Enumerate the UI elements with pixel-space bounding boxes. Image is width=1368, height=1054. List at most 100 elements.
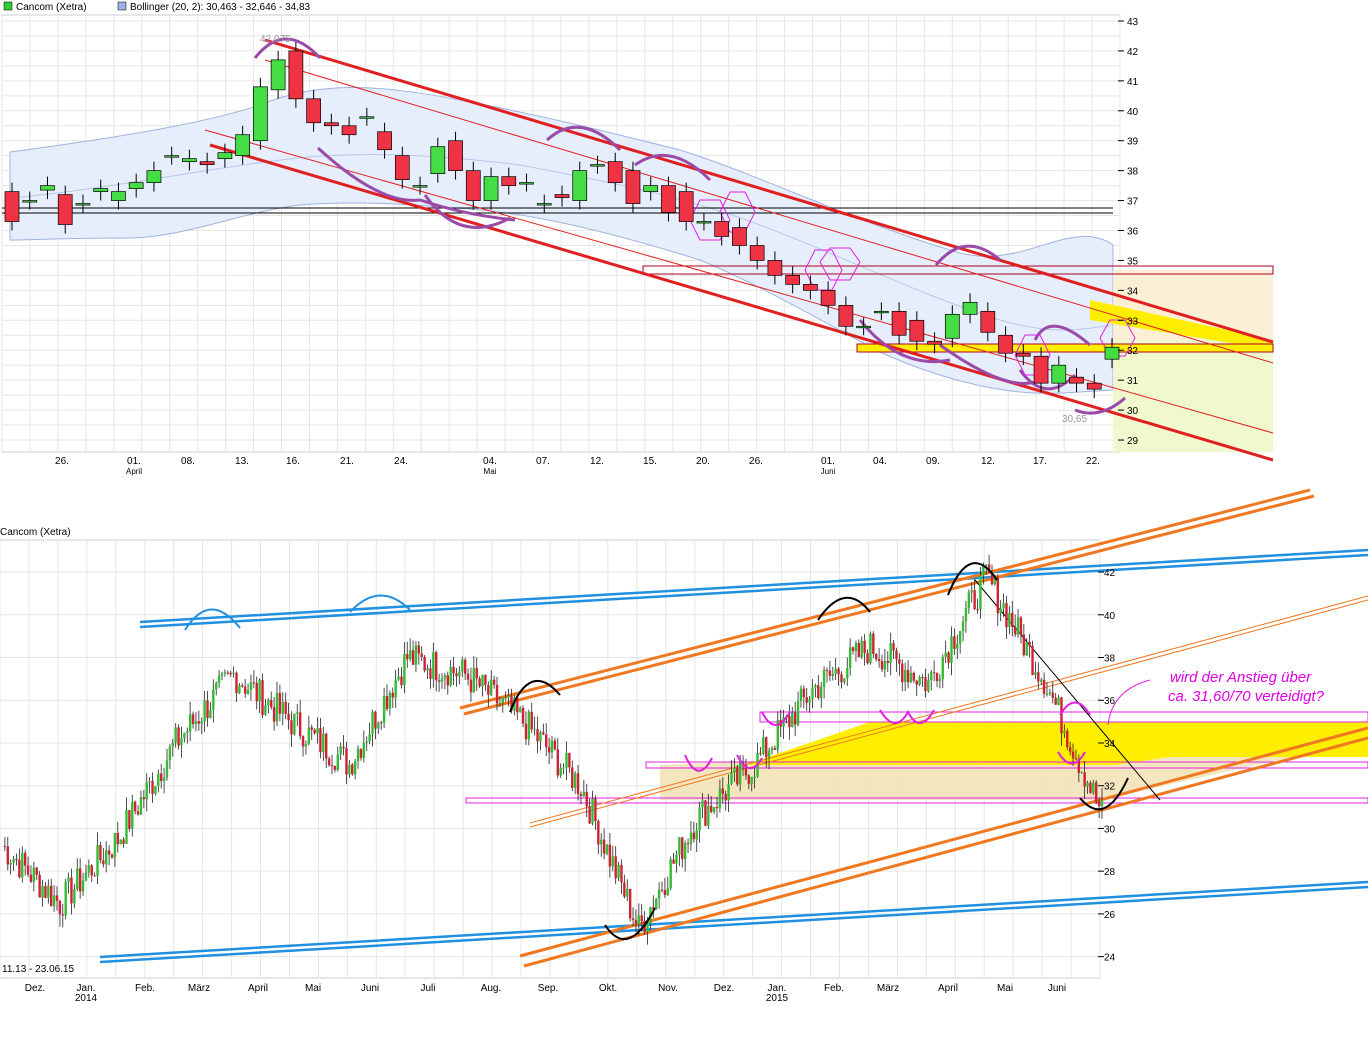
top-low-label: 30,65	[1062, 414, 1087, 425]
price-bar-body	[553, 740, 557, 750]
price-bar-body	[1031, 646, 1034, 675]
price-bar-body	[139, 797, 143, 815]
price-bar-body	[657, 889, 661, 899]
top-y-tick-label: 43	[1127, 17, 1139, 28]
candle-body	[678, 191, 694, 222]
price-bar-body	[652, 907, 655, 910]
price-bar-body	[730, 772, 733, 785]
top-y-tick-label: 40	[1127, 107, 1139, 118]
price-bar-body	[3, 845, 7, 847]
price-bar-body	[976, 609, 979, 611]
price-bar-body	[602, 839, 606, 854]
price-bar-body	[565, 752, 568, 768]
price-bar-body	[342, 746, 345, 749]
price-bar-body	[388, 692, 392, 710]
candle-body	[1051, 364, 1067, 384]
price-bar-body	[215, 682, 218, 690]
annotation-line-1: wird der Anstieg über	[1170, 669, 1312, 686]
price-bar-body	[683, 843, 687, 860]
price-bar-body	[374, 711, 377, 729]
price-bar-body	[1025, 641, 1028, 656]
price-bar-body	[307, 727, 311, 745]
price-bar-body	[136, 811, 140, 815]
price-bar-body	[721, 788, 724, 794]
price-bar-body	[1037, 672, 1040, 682]
price-bar-body	[270, 699, 273, 708]
candle-body	[767, 260, 783, 276]
price-bar-body	[440, 678, 444, 682]
bottom-x-tick-label: Sep.	[538, 983, 559, 994]
price-bar-body	[1011, 612, 1014, 627]
legend-swatch-cancom	[3, 1, 13, 11]
candle-body	[891, 310, 907, 336]
top-x-axis: 26. 01. 08. 13. 16. 21. 24. 04. 07. 12. 15. 20. 26. 0…	[55, 456, 1100, 476]
price-bar-body	[12, 859, 15, 863]
price-bar-body	[831, 673, 834, 676]
bottom-price-series	[3, 554, 1104, 945]
price-bar-body	[791, 712, 794, 728]
price-bar-body	[964, 607, 968, 622]
bottom-magenta-arcs	[684, 701, 1091, 772]
price-bar-body	[510, 695, 513, 711]
price-bar-body	[298, 712, 302, 737]
bottom-y-tick-label: 26	[1104, 910, 1116, 921]
price-bar-body	[996, 577, 999, 614]
candle-body	[394, 155, 410, 180]
price-bar-body	[571, 767, 574, 788]
price-bar-body	[796, 701, 800, 725]
bottom-year-label: 2014	[75, 993, 98, 1004]
top-y-tick-label: 31	[1127, 376, 1139, 387]
price-bar-body	[1089, 782, 1092, 793]
price-bar-body	[194, 721, 198, 725]
price-bar-body	[411, 650, 415, 665]
bottom-support-lines	[465, 711, 1368, 804]
price-bar-body	[296, 712, 299, 714]
bottom-year-label: 2015	[766, 993, 789, 1004]
price-bar-body	[869, 633, 872, 664]
price-bar-body	[275, 693, 279, 722]
price-bar-body	[226, 672, 229, 674]
price-bar-body	[767, 750, 771, 758]
price-bar-body	[125, 810, 128, 844]
bottom-y-tick-label: 38	[1104, 654, 1116, 665]
price-bar-body	[177, 727, 180, 746]
price-bar-body	[872, 633, 875, 654]
price-bar-body	[692, 832, 696, 840]
price-bar-body	[559, 767, 562, 776]
price-bar-body	[834, 668, 837, 674]
price-bar-body	[938, 678, 942, 682]
price-bar-body	[614, 856, 617, 879]
price-bar-body	[672, 859, 675, 864]
price-bar-body	[733, 767, 736, 773]
price-bar-body	[715, 807, 719, 809]
price-bar-body	[1074, 758, 1078, 760]
candle-body	[501, 176, 517, 186]
price-bar-body	[391, 692, 394, 698]
candle-body	[93, 188, 109, 192]
price-bar-body	[935, 672, 939, 682]
top-x-tick-label: 21.	[340, 456, 354, 467]
price-bar-body	[1060, 697, 1063, 734]
price-bar-body	[1086, 782, 1089, 787]
top-x-tick-label: 16.	[286, 456, 300, 467]
price-bar-body	[380, 722, 383, 724]
price-bar-body	[799, 688, 803, 702]
price-bar-body	[23, 852, 27, 866]
price-bar-body	[110, 854, 114, 858]
price-bar-body	[243, 686, 247, 694]
price-bar-body	[967, 592, 971, 608]
candle-body	[377, 131, 392, 151]
top-yellow-wedge	[1090, 300, 1273, 350]
price-bar-body	[562, 767, 565, 769]
price-bar-body	[886, 660, 889, 663]
price-bar-body	[105, 850, 108, 865]
price-bar-body	[70, 877, 73, 904]
bottom-y-tick-label: 32	[1104, 782, 1116, 793]
price-bar-body	[605, 844, 609, 854]
price-bar-body	[857, 642, 861, 658]
price-bar-body	[432, 652, 435, 679]
price-bar-body	[637, 915, 641, 925]
annotation-pointer	[1107, 679, 1151, 726]
price-bar-body	[950, 636, 953, 663]
